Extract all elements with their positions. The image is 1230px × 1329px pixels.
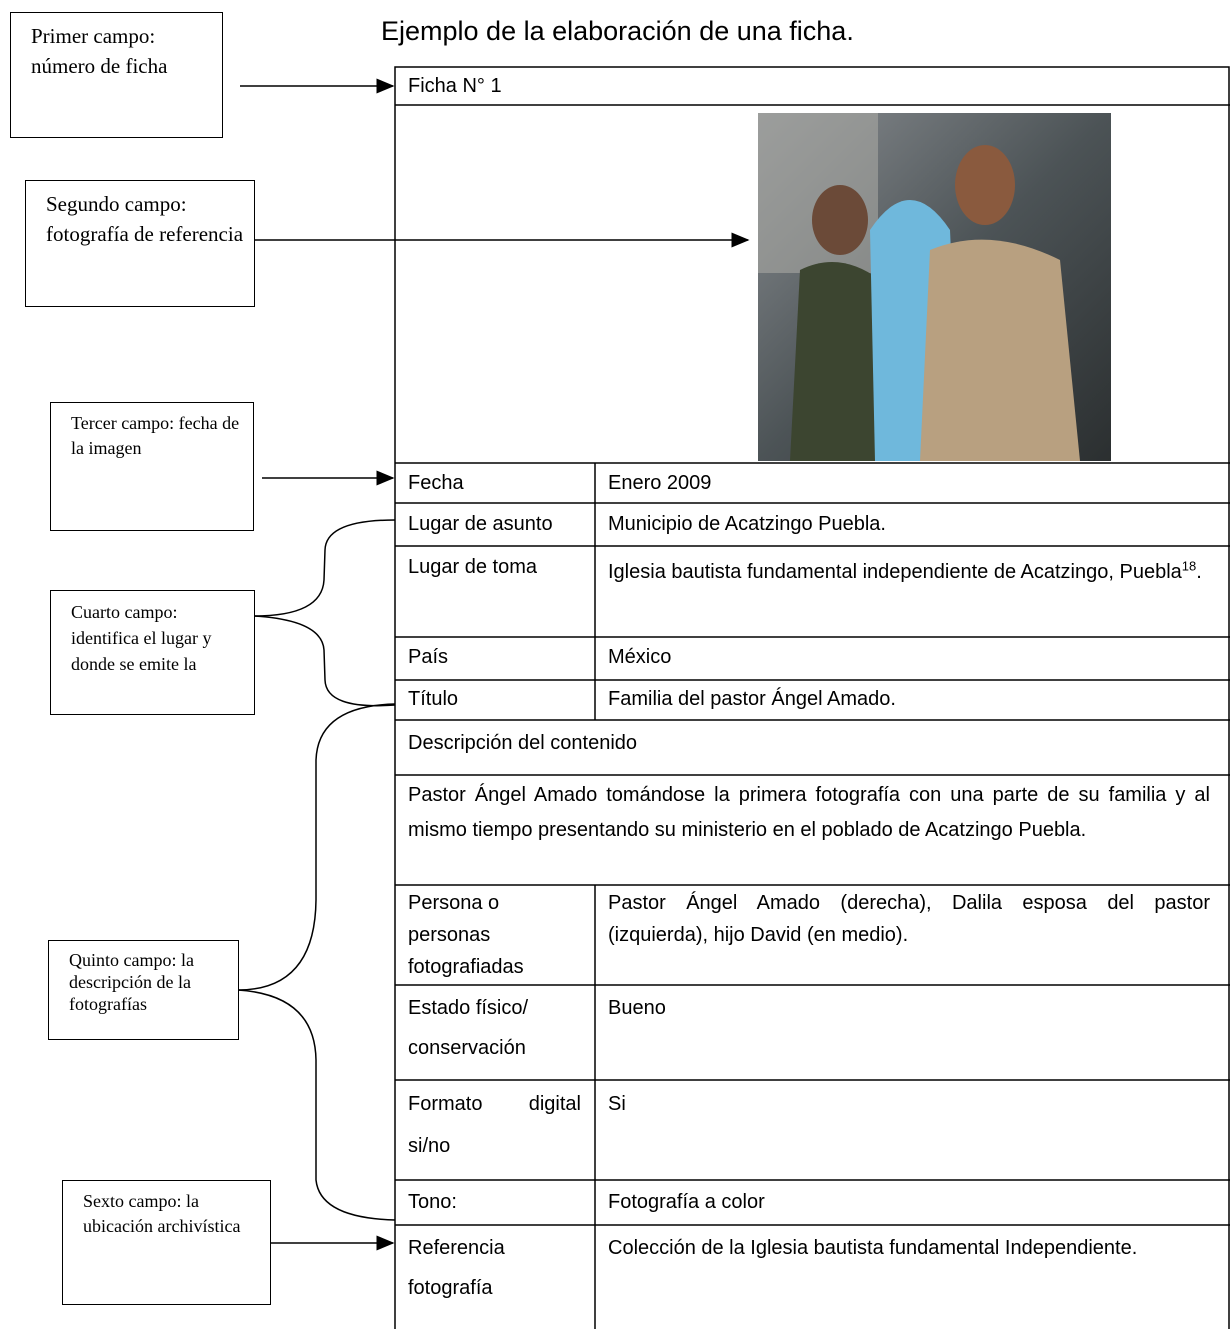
grid xyxy=(394,66,1230,1329)
cell: Lugar de asunto xyxy=(408,513,553,535)
cell: Ficha N° 1 xyxy=(408,75,502,97)
cell: Fecha xyxy=(408,472,464,494)
cell: Colección de la Iglesia bautista fundame… xyxy=(608,1237,1138,1259)
cell: Familia del pastor Ángel Amado. xyxy=(608,688,896,710)
text: . xyxy=(1196,561,1202,583)
cell: Tono: xyxy=(408,1191,457,1213)
text: Iglesia bautista fundamental independien… xyxy=(608,561,1182,583)
cell: Formato digital si/no xyxy=(408,1093,581,1157)
cell: Municipio de Acatzingo Puebla. xyxy=(608,513,886,535)
callout: Quinto campo: la descripción de la fotog… xyxy=(48,940,239,1040)
cell: Iglesia bautista fundamental independien… xyxy=(595,550,1230,594)
cell: Persona o personas fotografiadas xyxy=(408,892,524,978)
cell: Bueno xyxy=(608,997,666,1019)
callout: Sexto campo: la ubicación archivística xyxy=(62,1180,271,1305)
cell: Pastor Ángel Amado (derecha), Dalila esp… xyxy=(608,892,1210,946)
footnote: 18 xyxy=(1181,558,1197,574)
connectors xyxy=(237,78,750,1251)
title: Ejemplo de la elaboración de una ficha. xyxy=(381,16,854,46)
cell: Descripción del contenido xyxy=(408,732,638,754)
callout: Primer campo: número de ficha xyxy=(10,12,223,138)
cell: Pastor Ángel Amado tomándose la primera … xyxy=(408,784,1210,841)
callout: Tercer campo: fecha de la imagen xyxy=(50,402,254,531)
cell: Estado físico/ conservación xyxy=(408,997,529,1059)
cell: País xyxy=(408,646,449,668)
cell: México xyxy=(608,646,672,668)
callout: Segundo campo: fotografía de referencia xyxy=(25,180,255,307)
callout: Cuarto campo: identifica el lugar y dond… xyxy=(50,590,255,715)
cell: Fotografía a color xyxy=(608,1191,765,1213)
cell: Si xyxy=(608,1093,626,1115)
photo xyxy=(758,113,1111,461)
cell: Título xyxy=(408,688,459,710)
cell: Lugar de toma xyxy=(408,556,537,578)
cell: Enero 2009 xyxy=(608,472,712,494)
cell: Referencia fotografía xyxy=(408,1237,505,1299)
